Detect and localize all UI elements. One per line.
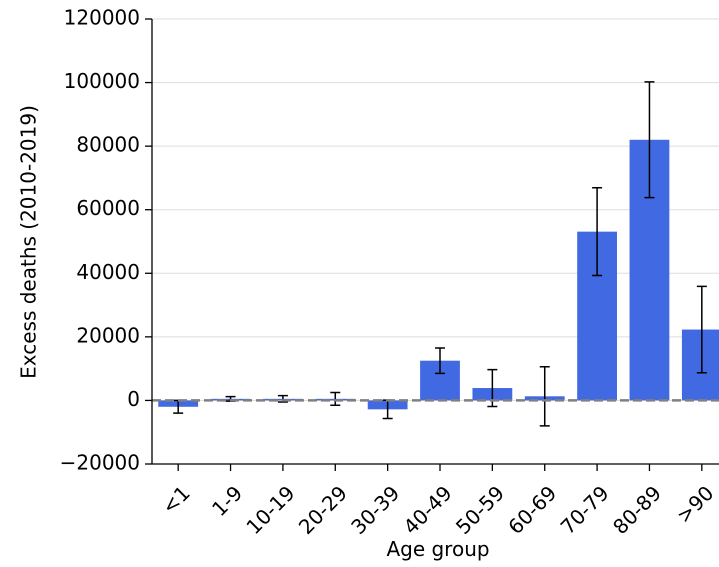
x-tick-label: 20-29: [294, 481, 352, 539]
error-bar: [644, 81, 655, 199]
error-bar: [330, 391, 341, 406]
x-tick-label: 70-79: [556, 481, 614, 539]
y-tick-label: 40000: [76, 260, 140, 284]
y-tick-label: 0: [127, 387, 140, 411]
x-tick-label: 1-9: [207, 481, 247, 521]
x-tick-label: 10-19: [241, 481, 299, 539]
error-bar: [539, 365, 550, 427]
x-tick-label: 60-69: [503, 481, 561, 539]
y-tick-label: 60000: [76, 196, 140, 220]
bar: [681, 329, 719, 401]
x-axis-label: Age group: [386, 537, 489, 561]
x-tick-label: 30-39: [346, 481, 404, 539]
y-tick-label: 120000: [64, 6, 140, 30]
y-tick-label: 100000: [64, 69, 140, 93]
x-tick-label: >90: [672, 481, 719, 528]
error-bar: [592, 187, 603, 277]
y-tick-label: −20000: [60, 451, 140, 475]
x-tick-label: 40-49: [399, 481, 457, 539]
x-tick-label: <1: [157, 481, 195, 519]
y-axis-label: Excess deaths (2010-2019): [17, 105, 41, 379]
x-tick-label: 50-59: [451, 481, 509, 539]
x-tick-label: 80-89: [608, 481, 666, 539]
y-tick-label: 20000: [76, 323, 140, 347]
y-tick-label: 80000: [76, 133, 140, 157]
error-bar: [696, 285, 707, 374]
error-bar: [435, 347, 445, 375]
